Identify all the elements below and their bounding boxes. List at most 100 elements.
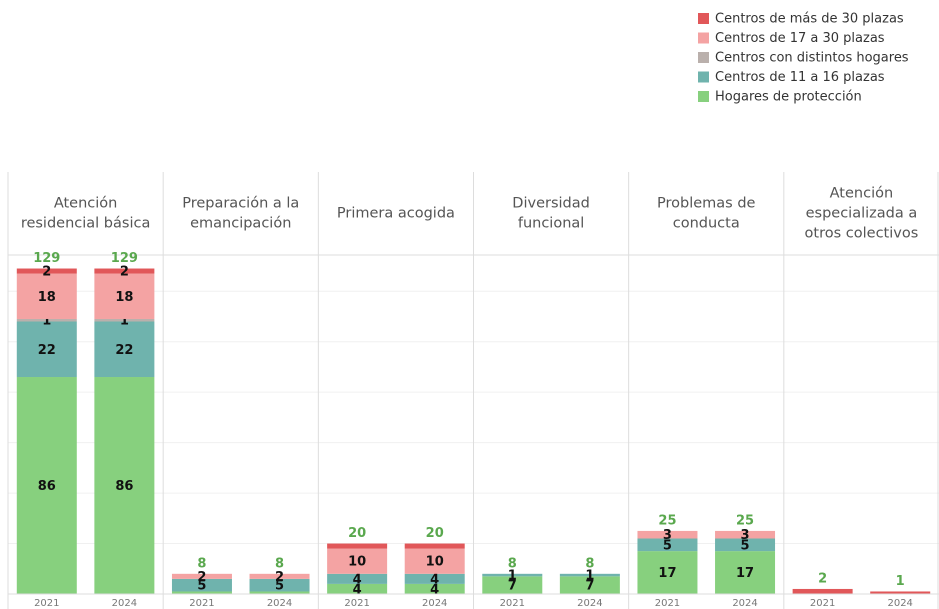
segment-label: 5	[275, 579, 284, 594]
year-label: 2024	[422, 598, 447, 609]
legend-swatch	[698, 32, 709, 44]
bar-segment	[249, 573, 310, 579]
bar-segment	[171, 573, 232, 579]
bar-segment	[482, 576, 543, 594]
panel-title: otros colectivos	[805, 226, 919, 242]
legend-swatch	[698, 91, 709, 102]
segment-label: 86	[38, 479, 56, 494]
panel-title: Diversidad	[512, 196, 590, 212]
segment-label: 5	[663, 538, 672, 553]
legend-swatch	[698, 13, 709, 24]
panel-title: Atención	[54, 196, 118, 212]
legend-label: Centros de 11 a 16 plazas	[715, 70, 885, 85]
bar-segment	[482, 573, 543, 577]
bar-segment	[249, 578, 310, 592]
panel-title: Primera acogida	[337, 206, 455, 222]
bar-segment	[715, 551, 776, 594]
bar-segment	[559, 576, 620, 594]
segment-label: 1	[120, 314, 129, 329]
bar-segment	[404, 573, 465, 584]
year-label: 2024	[887, 598, 912, 609]
total-label: 8	[197, 556, 206, 571]
segment-label: 7	[508, 579, 517, 594]
segment-label: 2	[197, 570, 206, 585]
year-label: 2021	[189, 598, 214, 609]
bar-segment	[637, 551, 698, 594]
total-label: 8	[585, 556, 594, 571]
legend-label: Centros de 17 a 30 plazas	[715, 31, 885, 46]
segment-label: 22	[38, 343, 56, 358]
segment-label: 3	[741, 528, 750, 543]
bar-segment	[637, 538, 698, 552]
segment-label: 4	[353, 572, 362, 587]
total-label: 25	[658, 513, 676, 528]
bar-segment	[327, 583, 388, 594]
year-label: 2021	[500, 598, 525, 609]
legend-swatch	[698, 71, 709, 83]
bar-segment	[792, 588, 853, 594]
bar-segment	[94, 377, 155, 594]
segment-label: 22	[115, 343, 133, 358]
panel-title: Atención	[830, 186, 894, 202]
year-label: 2021	[34, 598, 59, 609]
bar-segment	[16, 321, 77, 378]
total-label: 20	[348, 526, 366, 541]
bar-segment	[327, 543, 388, 549]
legend-swatch	[698, 52, 709, 63]
year-label: 2021	[810, 598, 835, 609]
bar-segment	[16, 268, 77, 274]
bar-segment	[870, 591, 931, 594]
total-label: 129	[111, 251, 138, 266]
segment-label: 1	[585, 569, 594, 584]
legend-label: Hogares de protección	[715, 90, 862, 105]
panel-title: Problemas de	[657, 196, 756, 212]
panel-title: emancipación	[190, 216, 291, 232]
segment-label: 86	[115, 479, 133, 494]
bar-segment	[404, 548, 465, 574]
bar-segment	[94, 268, 155, 274]
segment-label: 2	[275, 570, 284, 585]
segment-label: 4	[353, 582, 362, 597]
year-label: 2024	[732, 598, 757, 609]
segment-label: 7	[585, 579, 594, 594]
total-label: 25	[736, 513, 754, 528]
segment-label: 4	[430, 572, 439, 587]
bar-segment	[249, 591, 310, 594]
segment-label: 18	[38, 290, 56, 305]
total-label: 2	[818, 571, 827, 586]
total-label: 1	[896, 574, 905, 589]
bar-segment	[16, 318, 77, 322]
panel-title: residencial básica	[21, 216, 151, 232]
panel-title: Preparación a la	[182, 196, 299, 212]
bar-segment	[16, 377, 77, 594]
legend-label: Centros con distintos hogares	[715, 51, 909, 66]
total-label: 8	[508, 556, 517, 571]
segment-label: 3	[663, 528, 672, 543]
segment-label: 17	[736, 566, 754, 581]
bar-segment	[404, 583, 465, 594]
segment-label: 10	[348, 555, 366, 570]
segment-label: 1	[42, 314, 51, 329]
bar-segment	[94, 321, 155, 378]
bar-segment	[404, 543, 465, 549]
bar-segment	[715, 530, 776, 539]
bar-segment	[16, 273, 77, 319]
panel-title: especializada a	[806, 206, 918, 222]
bar-segment	[327, 548, 388, 574]
panel-title: conducta	[673, 216, 740, 232]
segment-label: 5	[741, 538, 750, 553]
year-label: 2024	[112, 598, 137, 609]
segment-label: 10	[426, 555, 444, 570]
bar-segment	[559, 573, 620, 577]
segment-label: 17	[658, 566, 676, 581]
bar-segment	[94, 318, 155, 322]
segment-label: 4	[430, 582, 439, 597]
segment-label: 18	[115, 290, 133, 305]
segment-label: 1	[508, 569, 517, 584]
bar-segment	[327, 573, 388, 584]
year-label: 2021	[655, 598, 680, 609]
bar-segment	[715, 538, 776, 552]
total-label: 129	[33, 251, 60, 266]
year-label: 2024	[267, 598, 292, 609]
